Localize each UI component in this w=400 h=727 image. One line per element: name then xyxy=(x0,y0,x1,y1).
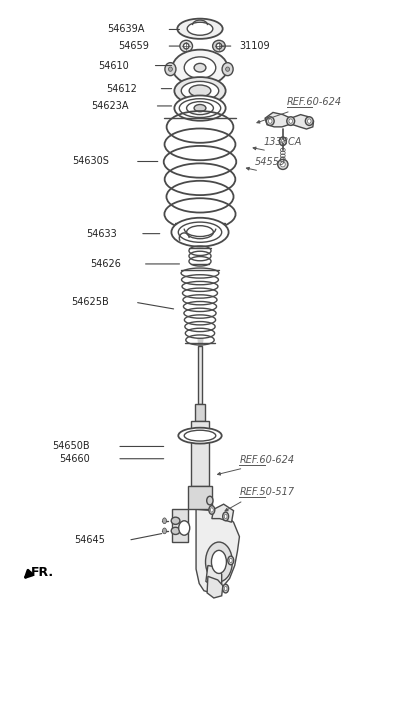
Text: 54630S: 54630S xyxy=(72,156,109,166)
Text: 54610: 54610 xyxy=(98,60,129,71)
Ellipse shape xyxy=(187,23,213,35)
Ellipse shape xyxy=(224,587,227,591)
Ellipse shape xyxy=(228,556,234,565)
Ellipse shape xyxy=(181,81,219,100)
Text: REF.60-624: REF.60-624 xyxy=(240,454,294,465)
Text: REF.50-517: REF.50-517 xyxy=(240,487,294,497)
Ellipse shape xyxy=(194,105,206,112)
Text: REF.60-624: REF.60-624 xyxy=(287,97,342,108)
Ellipse shape xyxy=(226,67,230,71)
Ellipse shape xyxy=(172,218,228,246)
Ellipse shape xyxy=(223,512,228,521)
Ellipse shape xyxy=(206,542,232,582)
Polygon shape xyxy=(206,566,222,587)
Ellipse shape xyxy=(222,63,233,76)
Ellipse shape xyxy=(184,43,189,49)
Text: 54645: 54645 xyxy=(74,535,105,545)
Ellipse shape xyxy=(177,19,223,39)
Ellipse shape xyxy=(179,99,221,118)
Ellipse shape xyxy=(207,497,213,505)
Ellipse shape xyxy=(162,518,166,523)
Polygon shape xyxy=(196,509,240,593)
Ellipse shape xyxy=(280,162,285,167)
Text: 54659: 54659 xyxy=(118,41,149,51)
Ellipse shape xyxy=(171,517,180,524)
Ellipse shape xyxy=(172,49,228,86)
Ellipse shape xyxy=(266,117,274,126)
Ellipse shape xyxy=(212,550,226,574)
Ellipse shape xyxy=(162,528,166,534)
Text: 1338CA: 1338CA xyxy=(263,137,302,147)
Text: FR.: FR. xyxy=(30,566,54,579)
Ellipse shape xyxy=(308,119,311,124)
Ellipse shape xyxy=(165,63,176,76)
Ellipse shape xyxy=(180,40,192,52)
Polygon shape xyxy=(172,509,188,542)
Ellipse shape xyxy=(279,137,286,145)
Text: 31109: 31109 xyxy=(240,41,270,51)
Ellipse shape xyxy=(184,430,216,441)
Ellipse shape xyxy=(287,117,295,126)
Ellipse shape xyxy=(281,139,284,143)
Polygon shape xyxy=(212,505,234,522)
Ellipse shape xyxy=(229,558,232,563)
Ellipse shape xyxy=(174,77,226,105)
Ellipse shape xyxy=(268,119,272,124)
Ellipse shape xyxy=(216,43,222,49)
Ellipse shape xyxy=(278,159,288,169)
Polygon shape xyxy=(207,577,223,598)
Ellipse shape xyxy=(168,67,172,71)
Text: 54559: 54559 xyxy=(255,157,286,167)
Ellipse shape xyxy=(179,521,190,535)
Text: 54612: 54612 xyxy=(106,84,137,94)
Text: 54633: 54633 xyxy=(86,228,117,238)
Ellipse shape xyxy=(209,505,215,514)
Ellipse shape xyxy=(178,427,222,443)
Ellipse shape xyxy=(186,225,214,238)
Ellipse shape xyxy=(224,514,227,518)
Text: 54623A: 54623A xyxy=(92,101,129,111)
Text: 54650B: 54650B xyxy=(52,441,90,451)
FancyBboxPatch shape xyxy=(198,346,202,404)
Ellipse shape xyxy=(178,222,222,242)
Ellipse shape xyxy=(174,95,226,121)
FancyBboxPatch shape xyxy=(188,486,212,509)
Text: 54660: 54660 xyxy=(59,454,90,464)
FancyBboxPatch shape xyxy=(191,421,209,486)
Ellipse shape xyxy=(184,57,216,79)
Polygon shape xyxy=(265,113,314,129)
Ellipse shape xyxy=(289,119,292,124)
FancyBboxPatch shape xyxy=(195,404,205,421)
Ellipse shape xyxy=(213,40,225,52)
Ellipse shape xyxy=(186,102,214,115)
Ellipse shape xyxy=(194,63,206,72)
Text: 54639A: 54639A xyxy=(108,25,145,34)
Text: 54625B: 54625B xyxy=(72,297,109,308)
Ellipse shape xyxy=(223,585,228,593)
Ellipse shape xyxy=(210,507,213,512)
Text: 54626: 54626 xyxy=(90,259,121,269)
Ellipse shape xyxy=(305,117,313,126)
Ellipse shape xyxy=(171,527,180,534)
Ellipse shape xyxy=(189,85,211,97)
